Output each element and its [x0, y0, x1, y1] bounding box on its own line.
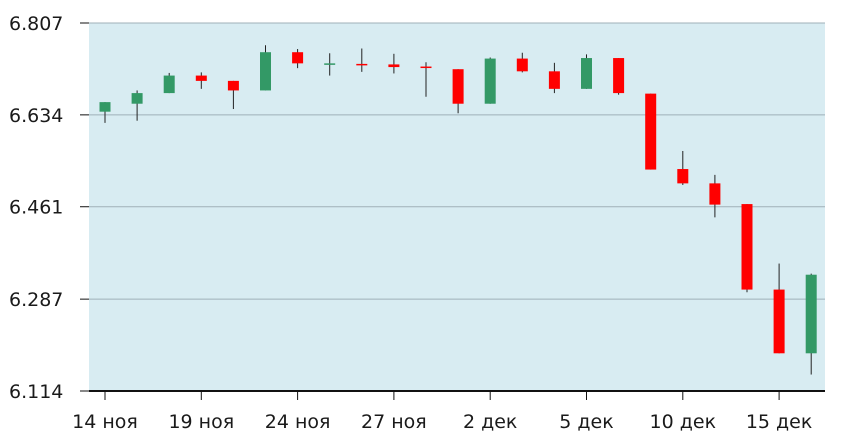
- y-tick-label: 6.634: [9, 105, 63, 127]
- x-tick-label: 24 ноя: [265, 411, 331, 433]
- candle: [420, 62, 432, 97]
- candle: [516, 52, 528, 73]
- candle: [356, 48, 368, 72]
- x-tick-label: 14 ноя: [72, 411, 138, 433]
- candle-body-down: [420, 66, 432, 69]
- candle: [805, 273, 817, 375]
- candle: [484, 57, 496, 104]
- candle-body-down: [452, 69, 464, 104]
- candle-body-down: [741, 204, 753, 290]
- candle: [227, 80, 239, 110]
- y-tick-label: 6.461: [9, 197, 63, 219]
- candle: [581, 54, 592, 89]
- candle: [741, 204, 753, 293]
- candle-body-down: [356, 63, 368, 66]
- candle-body-down: [773, 289, 785, 354]
- candle: [195, 72, 207, 89]
- candle-body-down: [292, 52, 304, 64]
- candle-body-up: [260, 52, 271, 91]
- candle: [260, 45, 271, 91]
- x-tick-label: 10 дек: [650, 411, 717, 433]
- y-tick-label: 6.114: [9, 381, 63, 403]
- candle: [645, 93, 657, 170]
- x-axis-ticks: 14 ноя 19 ноя 24 ноя 27 ноя 2 дек 5 дек 10 дек…: [72, 391, 812, 433]
- candle: [99, 102, 111, 123]
- candle: [548, 62, 560, 94]
- candle: [613, 58, 625, 95]
- candle-body-down: [709, 183, 721, 205]
- x-tick-label: 15 дек: [746, 411, 813, 433]
- y-tick-label: 6.287: [9, 289, 63, 311]
- candle-body-down: [227, 80, 239, 91]
- candle-body-down: [548, 71, 560, 89]
- candle: [677, 150, 689, 185]
- candle: [709, 174, 721, 218]
- candle-body-up: [581, 58, 592, 89]
- gridlines: [89, 22, 825, 300]
- candle-body-up: [163, 75, 175, 94]
- candle-body-down: [613, 58, 625, 94]
- candle-body-down: [195, 75, 207, 81]
- candle-body-up: [99, 102, 111, 112]
- candle: [452, 69, 464, 114]
- candle: [388, 53, 400, 74]
- candle: [131, 90, 143, 121]
- candle-body-down: [645, 93, 657, 170]
- x-tick-label: 19 ноя: [168, 411, 234, 433]
- candle-body-up: [131, 93, 143, 104]
- x-tick-label: 5 дек: [559, 411, 613, 433]
- candle-body-up: [484, 58, 496, 104]
- candle-body-down: [677, 169, 689, 184]
- candle: [292, 49, 304, 69]
- candles: [99, 45, 817, 375]
- candle: [324, 53, 336, 76]
- y-tick-label: 6.807: [9, 13, 63, 35]
- candle-body-up: [324, 63, 336, 65]
- candle-body-down: [388, 64, 400, 68]
- candle: [773, 263, 785, 354]
- candle-body-down: [516, 58, 528, 72]
- x-tick-label: 2 дек: [463, 411, 517, 433]
- candle-body-up: [805, 274, 817, 354]
- x-tick-label: 27 ноя: [361, 411, 427, 433]
- candle: [163, 72, 175, 94]
- y-axis-ticks: 6.807 6.634 6.461 6.287 6.114: [9, 13, 89, 403]
